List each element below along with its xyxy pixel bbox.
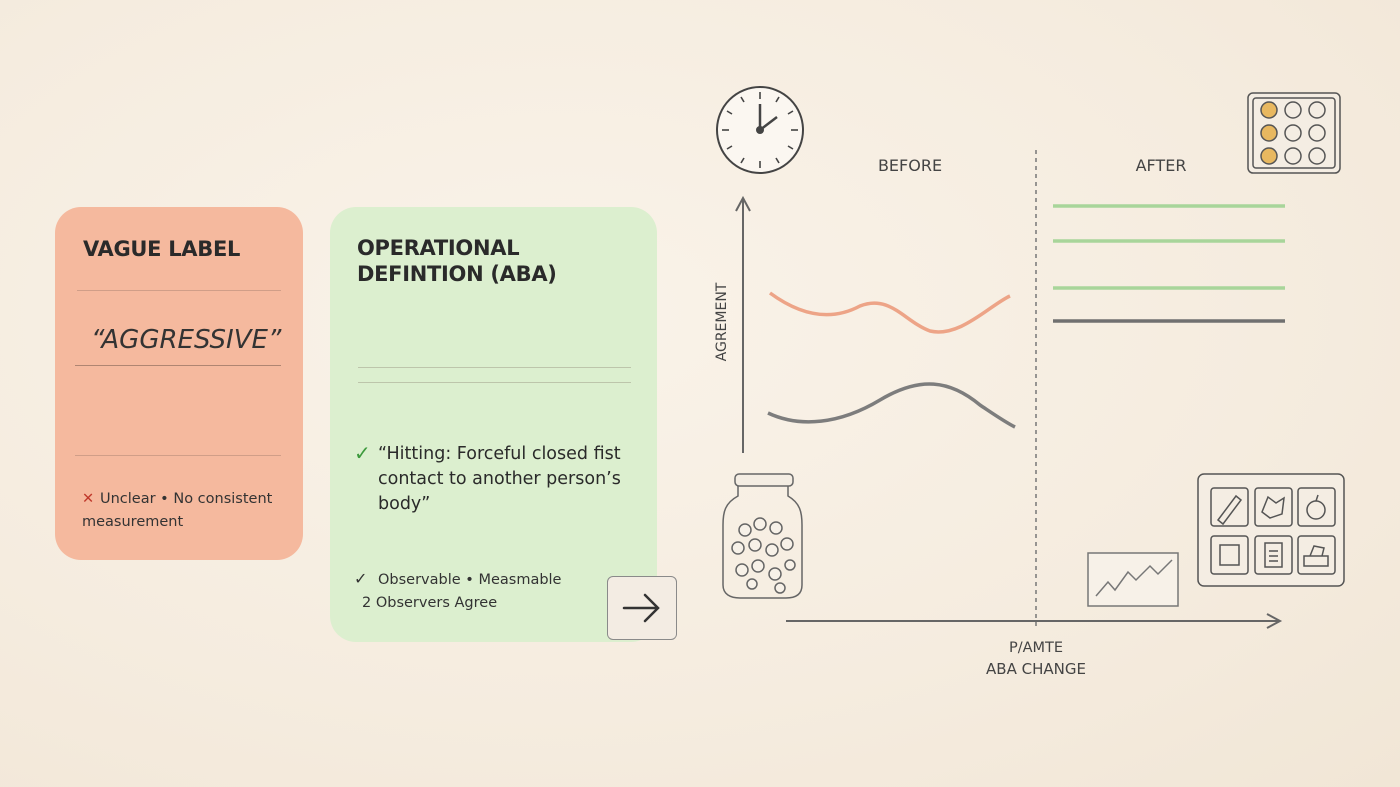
x-axis-label: P/AMTE (1009, 640, 1063, 656)
card-title: OPERATIONAL DEFINTION (ABA) (357, 236, 557, 286)
divider (358, 367, 631, 368)
criterion: 2 Observers Agree (362, 595, 498, 611)
next-button[interactable] (607, 576, 677, 640)
criterion: Observable • Measmable (378, 572, 562, 588)
activity-board-icon (1197, 473, 1345, 587)
divider (75, 365, 281, 366)
arrow-icon (622, 593, 660, 623)
definition: “Hitting: Forceful closed fist contact t… (378, 444, 621, 514)
card-title: VAGUE LABEL (83, 237, 241, 261)
divider (77, 290, 281, 291)
phase-label: BEFORE (878, 156, 942, 175)
x-axis-label: ABA CHANGE (986, 660, 1086, 678)
phase-label: AFTER (1136, 156, 1187, 175)
before-curve (767, 382, 1016, 429)
divider (75, 455, 281, 456)
axes (735, 195, 1283, 629)
jar-icon (722, 473, 803, 599)
vague-note: Unclear • No consistent measurement (82, 491, 273, 530)
before-curve (768, 291, 1011, 334)
divider (358, 382, 631, 383)
vague-term: “AGGRESSIVE” (91, 325, 282, 355)
y-axis-label: AGREMENT (714, 282, 730, 361)
mini-chart-icon (1087, 552, 1179, 607)
check-icon: ✓ (354, 569, 368, 588)
token-board-icon (1247, 92, 1341, 174)
clock-icon (716, 86, 804, 174)
operational-card: OPERATIONAL DEFINTION (ABA) ✓ “Hitting: … (330, 207, 657, 642)
check-icon: ✓ (354, 441, 371, 465)
after-lines (1053, 204, 1285, 323)
cross-icon: ✕ (82, 491, 95, 507)
vague-card: VAGUE LABEL “AGGRESSIVE” ✕ Unclear • No … (55, 207, 303, 560)
